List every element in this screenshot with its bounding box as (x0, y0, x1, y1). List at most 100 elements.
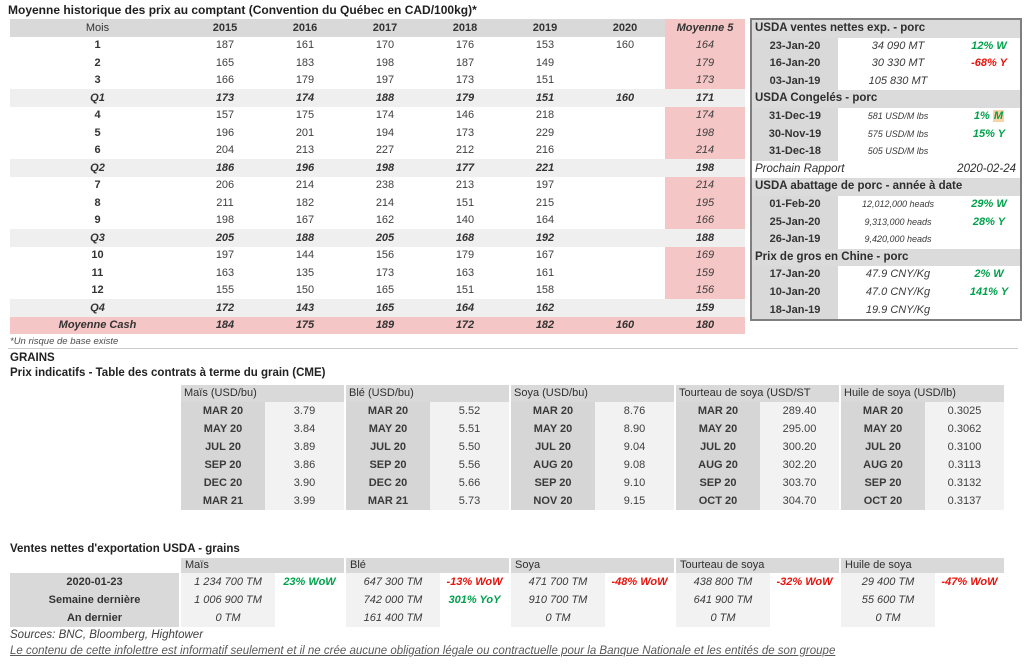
contract-price: 5.73 (430, 492, 509, 510)
contract-price: 5.66 (430, 474, 509, 492)
spot-value: 150 (295, 284, 315, 297)
export-sales-title: Ventes nettes d'exportation USDA - grain… (10, 543, 240, 555)
table-row: Moyenne Cash 184 175 189 172 182 160 180 (10, 316, 745, 334)
contract-month: MAY 20 (346, 420, 430, 438)
percent-change (935, 591, 1004, 609)
spot-value: 206 (215, 179, 235, 192)
futures-row: OCT 20 0.3137 (841, 492, 1004, 510)
spot-value: 166 (665, 211, 745, 229)
contract-month: MAY 20 (676, 420, 760, 438)
row-label: 4 (94, 109, 101, 122)
spot-value: 161 (535, 266, 555, 279)
export-quantity: 438 800 TM (676, 573, 770, 591)
row-label: 7 (94, 179, 101, 192)
exports-group-cell: 1 234 700 TM 23% WoW (181, 573, 344, 591)
spot-value (585, 229, 665, 247)
spot-value: 238 (375, 179, 395, 192)
percent-change: 2% W (974, 268, 1004, 281)
percent-change: 301% YoY (448, 594, 501, 606)
futures-row: JUL 20 300.20 (676, 438, 839, 456)
spot-value (585, 177, 665, 195)
panel-row: 17-Jan-20 47.9 CNY/Kg 2% W (752, 266, 1020, 284)
spot-value (585, 159, 665, 177)
spot-value: 174 (665, 106, 745, 124)
percent-change: -68% Y (971, 57, 1007, 70)
futures-row: DEC 20 5.66 (346, 474, 509, 492)
spot-value: 182 (295, 196, 315, 209)
contract-month: SEP 20 (511, 474, 595, 492)
contract-month: SEP 20 (676, 474, 760, 492)
futures-row: MAR 21 5.73 (346, 492, 509, 510)
report-date: 16-Jan-20 (752, 55, 838, 73)
panel-row: 16-Jan-20 30 330 MT -68% Y (752, 55, 1020, 73)
row-label: Moyenne Cash (10, 316, 185, 334)
exports-group-header: Soya (511, 558, 674, 573)
futures-row: MAY 20 3.84 (181, 420, 344, 438)
contract-price: 9.04 (595, 438, 674, 456)
spot-value: 165 (345, 299, 425, 317)
exports-row: An dernier 0 TM 161 400 TM 0 TM 0 TM 0 TM (10, 609, 1006, 627)
spot-value: 214 (295, 179, 315, 192)
contract-price: 3.86 (265, 456, 344, 474)
panel-row: 10-Jan-20 47.0 CNY/Kg 141% Y (752, 283, 1020, 302)
spot-value: 214 (665, 141, 745, 159)
exports-row: 2020-01-23 1 234 700 TM 23% WoW 647 300 TM -… (10, 573, 1006, 591)
panel-section-header: Prix de gros en Chine - porc (752, 248, 1020, 267)
spot-value (585, 194, 665, 212)
spot-value: 196 (265, 159, 345, 177)
futures-group-header: Blé (USD/bu) (346, 385, 509, 402)
highlighted-flag: M (992, 109, 1005, 122)
contract-month: MAR 20 (676, 402, 760, 420)
contract-month: OCT 20 (841, 492, 925, 510)
panel-section-header: USDA Congelés - porc (752, 90, 1020, 108)
futures-row: MAR 20 3.79 (181, 402, 344, 420)
contract-price: 5.52 (430, 402, 509, 420)
panel-row: 03-Jan-19 105 830 MT (752, 72, 1020, 91)
contract-price: 9.10 (595, 474, 674, 492)
spot-value: 160 (615, 39, 635, 52)
spot-value: 197 (535, 179, 555, 192)
futures-group: Blé (USD/bu) MAR 20 5.52 MAY 20 5.51 JUL 20 5.… (346, 385, 509, 510)
export-quantity: 742 000 TM (346, 591, 440, 609)
futures-row: MAY 20 0.3062 (841, 420, 1004, 438)
spot-value (585, 124, 665, 142)
row-label: Q3 (10, 229, 185, 247)
spot-value: 198 (665, 124, 745, 142)
panel-section-header: USDA abattage de porc - année à date (752, 178, 1020, 196)
spot-value: 164 (535, 214, 555, 227)
futures-row: MAR 20 0.3025 (841, 402, 1004, 420)
spot-value: 149 (535, 56, 555, 69)
table-row: Q2 186 196 198 177 221 198 (10, 159, 745, 177)
spot-value: 198 (665, 159, 745, 177)
contract-price: 9.08 (595, 456, 674, 474)
report-date: 10-Jan-20 (752, 283, 838, 302)
section-divider (8, 348, 1018, 349)
contract-month: MAY 20 (841, 420, 925, 438)
spot-value (585, 212, 665, 230)
spot-value: 227 (375, 144, 395, 157)
spot-value: 174 (375, 109, 395, 122)
spot-value: 179 (455, 249, 475, 262)
next-report-date: 2020-02-24 (957, 162, 1016, 175)
percent-change: 12% W (971, 39, 1007, 52)
exports-group-header: Tourteau de soya (676, 558, 839, 573)
contract-price: 9.15 (595, 492, 674, 510)
spot-value: 198 (375, 56, 395, 69)
contract-month: MAR 21 (181, 492, 265, 510)
exports-group-cell: 742 000 TM 301% YoY (346, 591, 509, 609)
futures-row: DEC 20 3.90 (181, 474, 344, 492)
contract-month: AUG 20 (511, 456, 595, 474)
exports-row-label: Semaine dernière (10, 591, 179, 609)
exports-group-cell: 647 300 TM -13% WoW (346, 573, 509, 591)
column-header: 2018 (425, 19, 505, 37)
exports-row-label: An dernier (10, 609, 179, 627)
spot-value: 151 (455, 284, 475, 297)
spot-value: 183 (295, 56, 315, 69)
table-row: 3 166 179 197 173 151 173 (10, 71, 745, 89)
contract-month: MAR 21 (346, 492, 430, 510)
percent-change (275, 609, 344, 627)
row-label: 6 (94, 144, 101, 157)
report-value: 105 830 MT (868, 74, 928, 87)
exports-group-cell: 0 TM (181, 609, 344, 627)
column-header: 2017 (345, 19, 425, 37)
